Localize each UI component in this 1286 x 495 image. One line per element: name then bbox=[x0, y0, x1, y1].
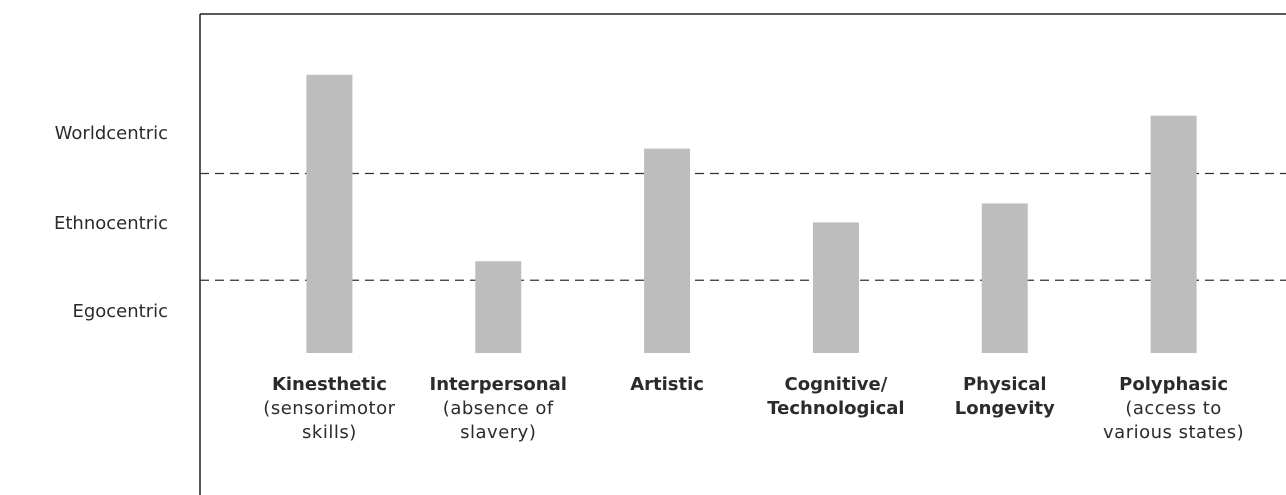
x-tick-label: Artistic bbox=[630, 374, 704, 395]
x-tick-label: Interpersonal bbox=[429, 374, 567, 395]
bar bbox=[306, 74, 353, 353]
category-note: (absence of slavery) bbox=[442, 398, 554, 443]
y-tick-label: Worldcentric bbox=[54, 122, 168, 144]
bar bbox=[812, 222, 859, 353]
x-tick-label: Physical Longevity bbox=[954, 374, 1055, 419]
bar bbox=[1150, 115, 1197, 353]
x-tick-label: Kinesthetic bbox=[271, 374, 387, 395]
bar bbox=[475, 261, 522, 353]
y-tick-label: Egocentric bbox=[72, 301, 168, 323]
x-tick-label: Cognitive/ Technological bbox=[767, 374, 905, 419]
bar bbox=[644, 148, 691, 353]
x-tick-label: Polyphasic bbox=[1119, 374, 1229, 395]
bar bbox=[981, 203, 1028, 353]
category-note: (sensorimotor skills) bbox=[263, 398, 396, 443]
category-note: (access to various states) bbox=[1103, 398, 1245, 443]
y-tick-label: Ethnocentric bbox=[54, 213, 168, 235]
